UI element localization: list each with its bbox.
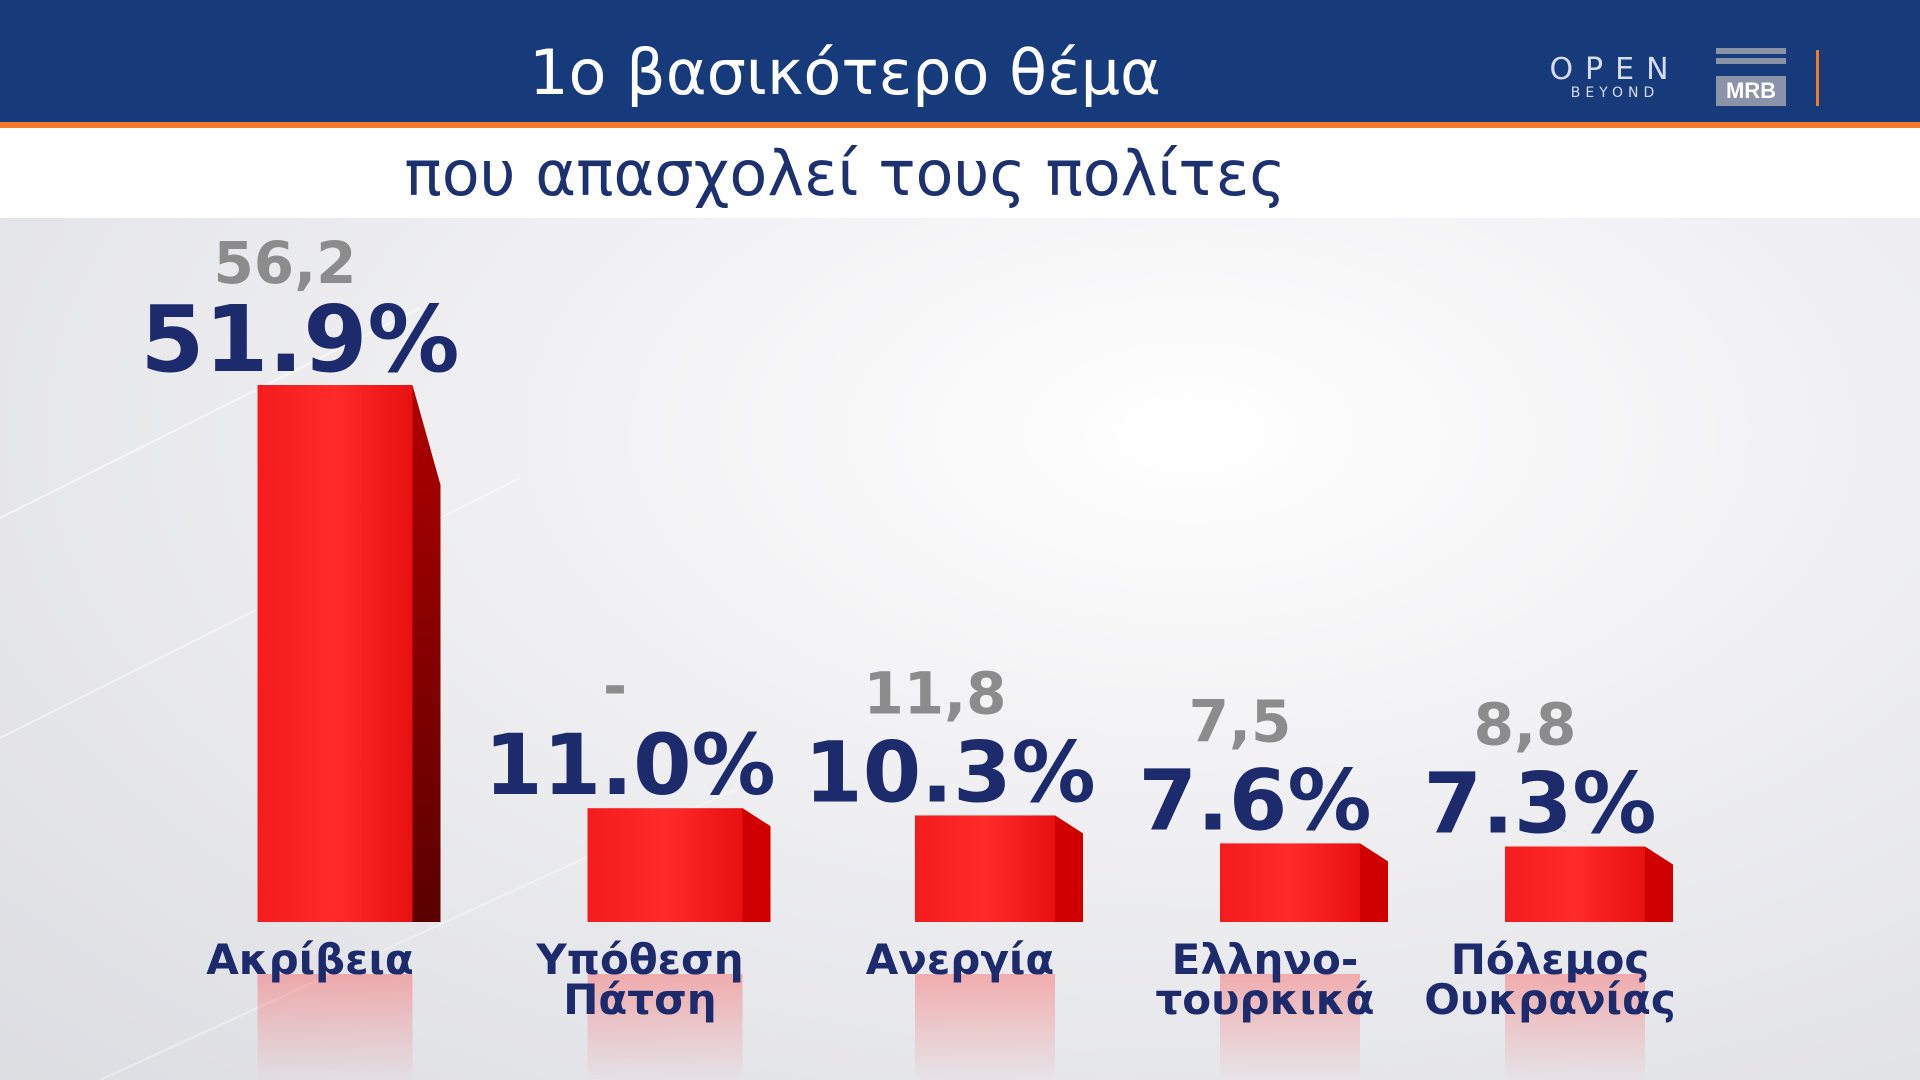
bar-side <box>742 808 771 922</box>
category-label: Πάτση <box>563 975 716 1024</box>
previous-value-label: 7,5 <box>1189 687 1292 755</box>
value-label: 7.6% <box>1139 751 1372 849</box>
beyond-logo-text: BEYOND <box>1570 85 1660 101</box>
bar <box>587 808 743 922</box>
category-label: Πόλεμος <box>1451 935 1650 984</box>
header-bar <box>0 0 1920 128</box>
bar-reflection <box>1505 974 1645 1080</box>
bar <box>1505 846 1645 922</box>
open-logo-text: OPEN <box>1549 52 1681 87</box>
bar-reflection <box>587 974 743 1080</box>
category-label: Ουκρανίας <box>1424 975 1676 1024</box>
previous-value-label: 11,8 <box>863 659 1006 727</box>
bar-reflection <box>915 974 1055 1080</box>
value-label: 7.3% <box>1424 754 1657 852</box>
subtitle-band <box>0 128 1920 218</box>
value-label: 51.9% <box>140 286 459 393</box>
mrb-logo-stripe <box>1716 48 1786 54</box>
bar-side <box>1645 846 1673 922</box>
mrb-logo-stripe <box>1716 58 1786 64</box>
plot-area: 51.9% 56,2 Ακρίβεια 11.0% - Υπόθεση Πάτση 10.3%… <box>0 218 1920 1080</box>
chart-title: 1ο βασικότερο θέμα <box>529 36 1161 109</box>
category-label: Ανεργία <box>866 935 1054 984</box>
bar <box>257 385 413 922</box>
category-label: Ακρίβεια <box>206 935 413 984</box>
bar-reflection <box>1220 974 1360 1080</box>
mrb-logo-text: MRB <box>1716 76 1786 106</box>
bar <box>915 815 1055 922</box>
mrb-logo: MRB <box>1716 48 1786 106</box>
bar-reflection <box>257 974 413 1080</box>
previous-value-label: 56,2 <box>213 229 356 297</box>
category-label: τουρκικά <box>1156 975 1375 1024</box>
bar-side <box>1055 815 1083 922</box>
chart-subtitle: που απασχολεί τους πολίτες <box>404 137 1286 210</box>
category-label: Υπόθεση <box>535 935 743 984</box>
bar-side <box>412 385 441 922</box>
category-label: Ελληνο- <box>1172 935 1359 984</box>
previous-value-label: 8,8 <box>1474 690 1577 758</box>
orange-divider <box>1816 50 1819 106</box>
value-label: 11.0% <box>484 716 775 814</box>
value-label: 10.3% <box>804 723 1095 821</box>
bar <box>1220 843 1360 922</box>
open-beyond-logo: OPEN BEYOND <box>1545 52 1685 101</box>
previous-value-label: - <box>603 652 627 720</box>
bar-side <box>1360 843 1388 922</box>
